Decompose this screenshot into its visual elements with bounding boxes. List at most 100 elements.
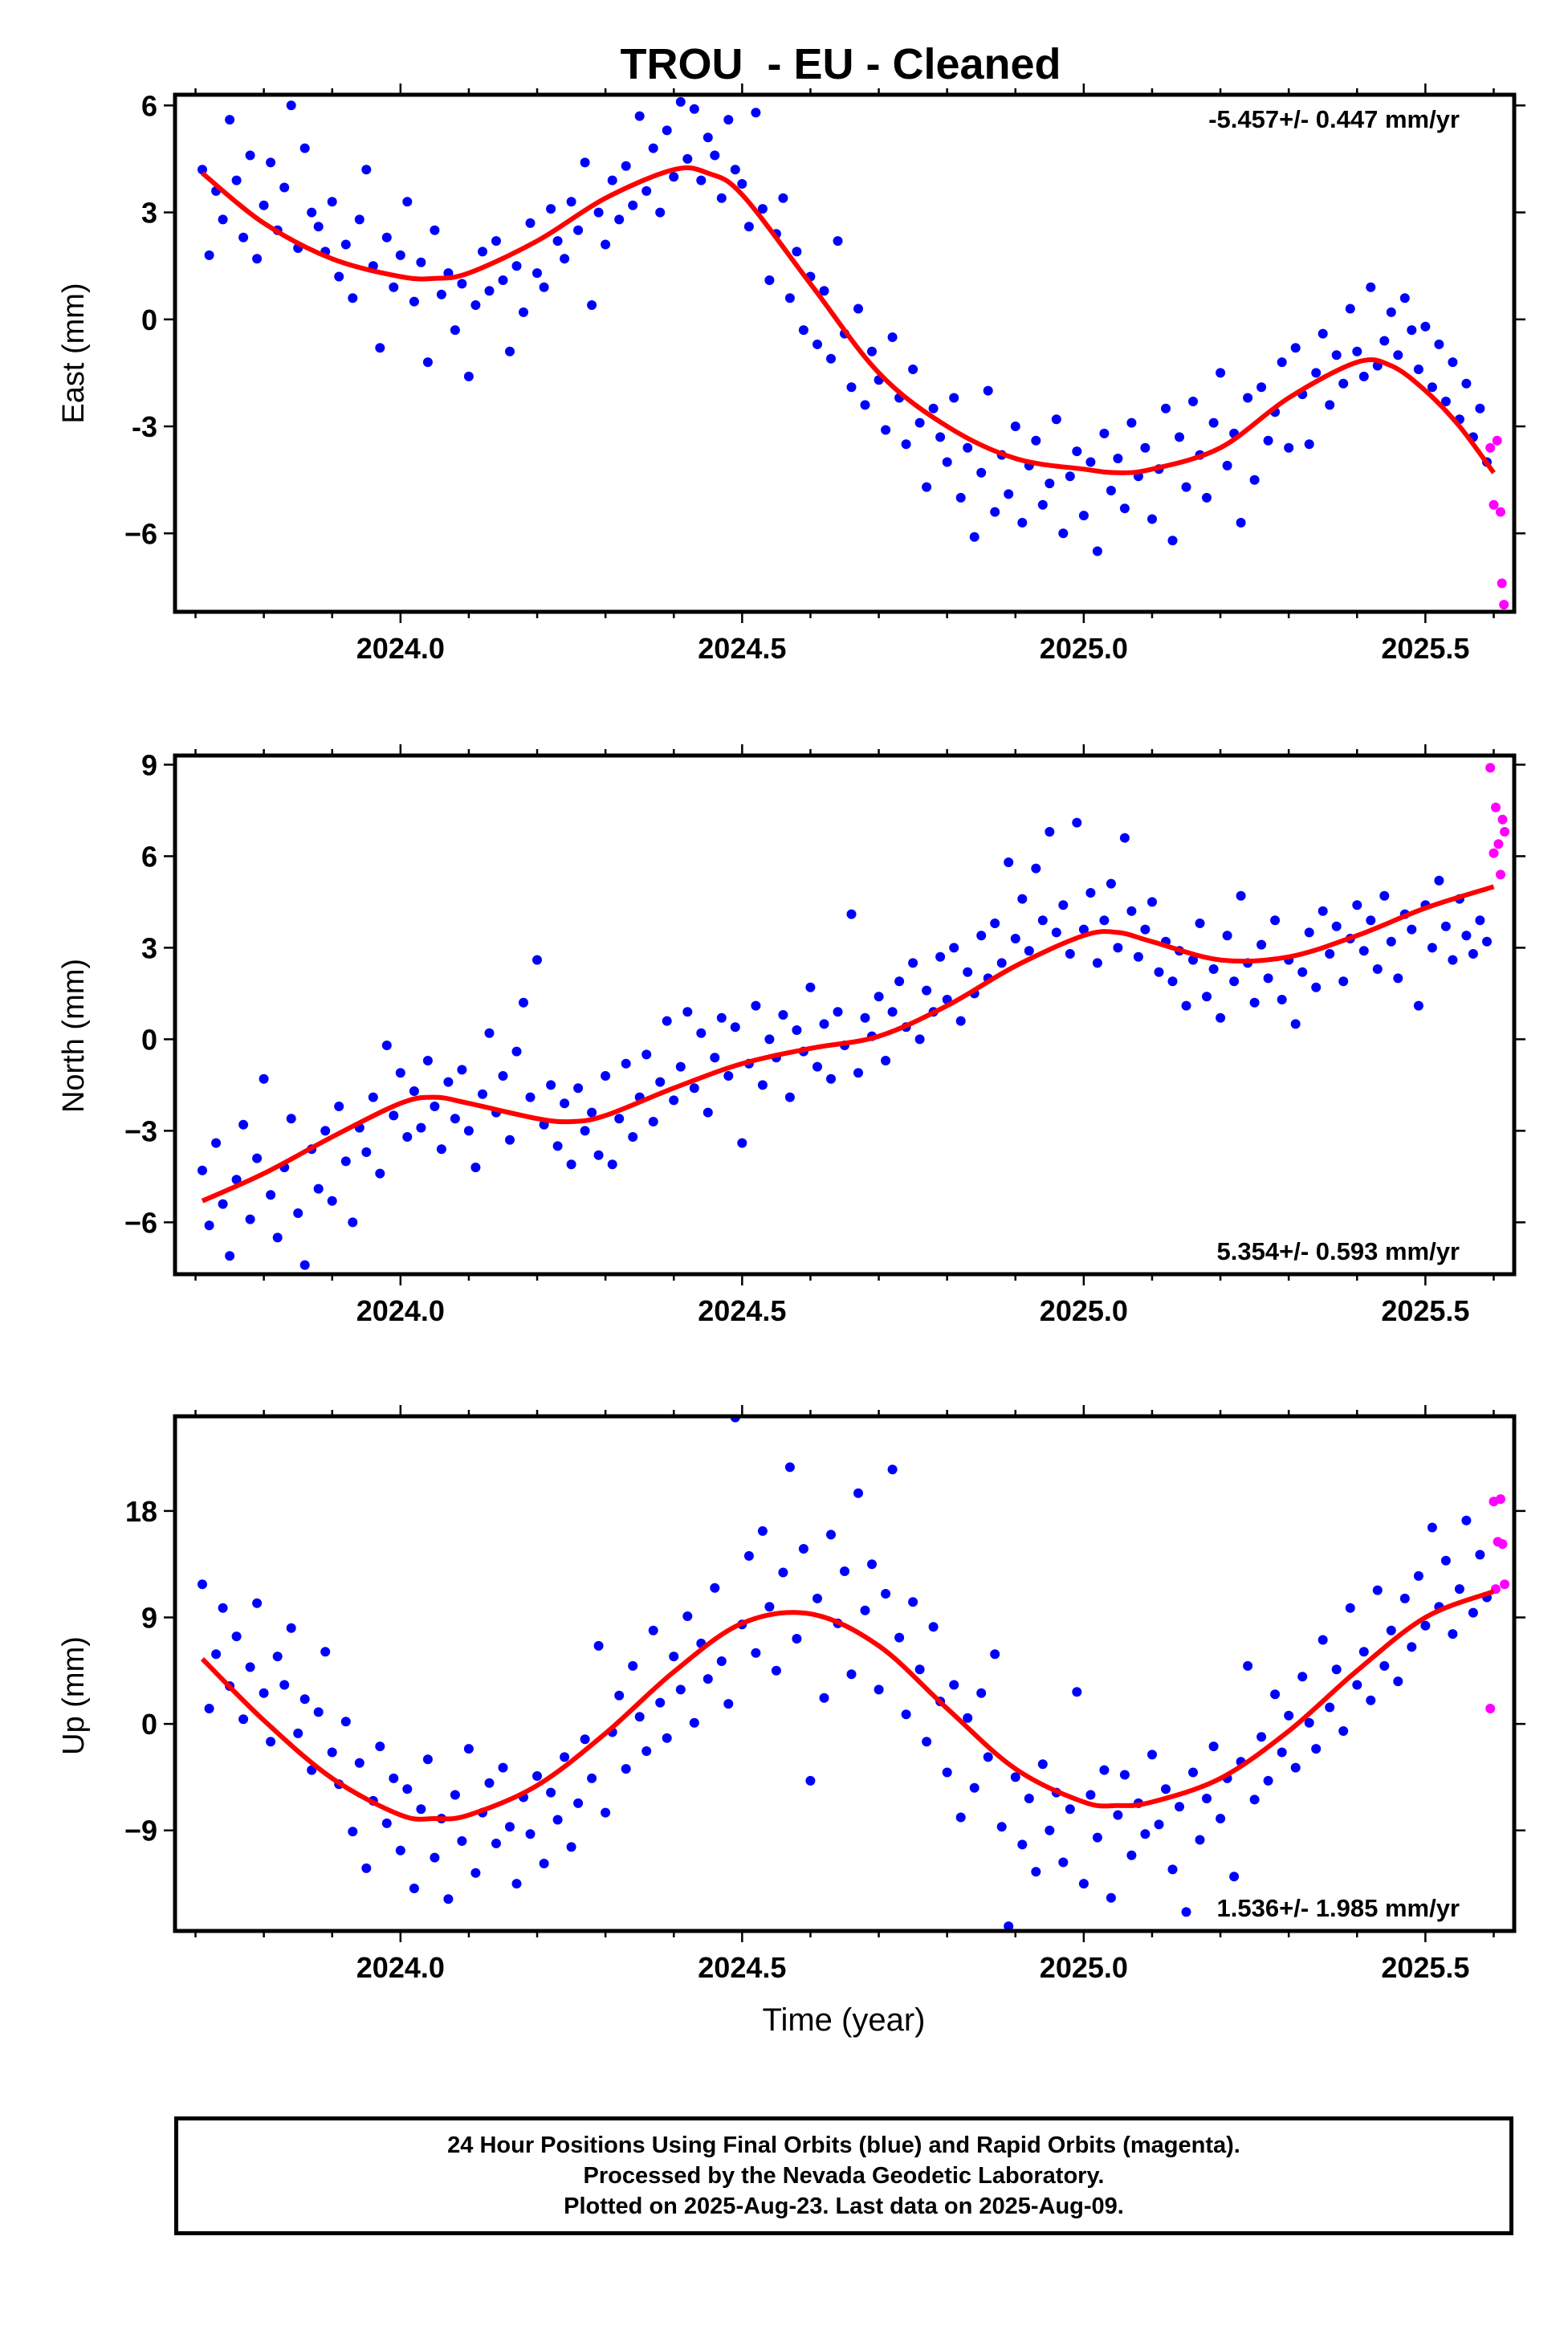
up-final-point — [580, 1734, 590, 1745]
north-final-point — [1427, 943, 1437, 953]
up-final-point — [252, 1598, 263, 1608]
east-xtick-label: 2024.5 — [698, 632, 786, 665]
up-final-point — [764, 1602, 775, 1612]
up-final-point — [743, 1550, 754, 1561]
up-final-point — [778, 1567, 788, 1578]
east-ylabel: East (mm) — [57, 283, 91, 423]
north-final-point — [1031, 863, 1041, 874]
up-final-point — [293, 1728, 303, 1738]
east-final-point — [354, 214, 365, 225]
up-final-point — [430, 1852, 440, 1863]
north-final-point — [607, 1159, 617, 1170]
north-final-point — [853, 1068, 863, 1078]
up-final-point — [560, 1752, 570, 1762]
north-final-point — [313, 1183, 324, 1194]
east-final-point — [846, 382, 857, 393]
up-rapid-point — [1496, 1494, 1505, 1505]
north-final-point — [881, 1056, 891, 1065]
east-final-point — [703, 132, 713, 143]
up-final-point — [867, 1559, 877, 1570]
north-final-point — [1366, 915, 1376, 926]
up-final-point — [1195, 1835, 1205, 1845]
north-final-point — [436, 1144, 446, 1155]
north-final-point — [1229, 976, 1240, 987]
up-final-point — [1448, 1629, 1458, 1640]
north-final-point — [833, 1007, 843, 1017]
east-final-point — [436, 289, 446, 299]
up-final-point — [1045, 1825, 1055, 1835]
up-final-point — [621, 1764, 631, 1774]
east-final-point — [860, 400, 870, 410]
east-final-point — [511, 261, 522, 271]
up-final-point — [1058, 1857, 1069, 1868]
north-final-point — [669, 1095, 679, 1106]
north-final-point — [1318, 906, 1328, 916]
up-final-point — [1440, 1555, 1451, 1566]
up-final-point — [422, 1754, 433, 1765]
east-final-point — [1119, 503, 1130, 514]
east-final-point — [381, 232, 392, 242]
east-rapid-point — [1497, 578, 1507, 589]
up-final-point — [1078, 1879, 1089, 1889]
up-final-point — [1161, 1784, 1171, 1794]
up-final-point — [1461, 1515, 1472, 1525]
up-final-point — [1229, 1872, 1240, 1882]
north-final-point — [457, 1065, 467, 1075]
up-final-point — [1413, 1570, 1423, 1581]
north-rapid-point — [1493, 839, 1504, 849]
up-final-point — [942, 1767, 952, 1778]
east-final-point — [675, 96, 686, 107]
north-final-point — [484, 1028, 495, 1038]
north-final-point — [874, 992, 884, 1002]
north-rate-label: 5.354+/- 0.593 mm/yr — [1217, 1237, 1460, 1265]
north-panel: North (mm) 5.354+/- 0.593 mm/yr 2024.0 20… — [57, 744, 1525, 1327]
east-final-point — [1208, 418, 1219, 428]
east-xtick-label: 2025.0 — [1040, 632, 1128, 665]
north-final-point — [1133, 951, 1143, 962]
up-final-point — [1004, 1921, 1014, 1931]
north-final-point — [422, 1056, 433, 1065]
east-final-point — [1113, 454, 1123, 463]
up-final-point — [641, 1746, 652, 1756]
east-final-point — [1256, 382, 1267, 393]
east-final-point — [539, 282, 549, 292]
up-final-point — [1249, 1794, 1260, 1805]
east-final-point — [737, 179, 747, 189]
up-final-point — [525, 1829, 536, 1839]
east-xtick-label: 2025.5 — [1381, 632, 1469, 665]
up-final-point — [539, 1859, 549, 1868]
north-final-point — [416, 1122, 426, 1133]
up-final-point — [976, 1688, 987, 1698]
up-final-point — [1154, 1819, 1164, 1830]
north-final-point — [826, 1073, 836, 1084]
up-final-point — [498, 1762, 508, 1773]
north-final-point — [1440, 921, 1451, 931]
east-final-point — [1331, 350, 1342, 360]
north-final-point — [757, 1080, 768, 1090]
east-final-point — [764, 275, 775, 285]
up-ytick-label: −9 — [124, 1815, 157, 1847]
up-final-point — [1099, 1765, 1110, 1775]
up-final-point — [1399, 1593, 1410, 1603]
north-final-point — [1058, 900, 1069, 910]
north-final-point — [552, 1141, 563, 1151]
up-final-point — [1277, 1747, 1287, 1758]
north-final-point — [737, 1138, 747, 1148]
north-final-point — [320, 1126, 331, 1136]
east-final-point — [505, 346, 515, 356]
north-final-point — [293, 1208, 303, 1218]
north-final-point — [1208, 964, 1219, 974]
east-rapid-point — [1496, 507, 1505, 517]
up-final-point — [1175, 1802, 1184, 1812]
north-final-point — [231, 1175, 242, 1185]
north-final-point — [1461, 931, 1472, 941]
north-final-point — [1352, 900, 1362, 910]
north-final-point — [976, 931, 987, 941]
north-final-point — [1004, 857, 1014, 867]
north-final-point — [805, 982, 816, 992]
up-final-point — [463, 1744, 474, 1754]
caption-line-3: Plotted on 2025-Aug-23. Last data on 202… — [564, 2194, 1124, 2219]
up-final-point — [716, 1656, 727, 1666]
caption-line-1: 24 Hour Positions Using Final Orbits (bl… — [447, 2132, 1240, 2158]
up-final-point — [990, 1649, 1000, 1660]
